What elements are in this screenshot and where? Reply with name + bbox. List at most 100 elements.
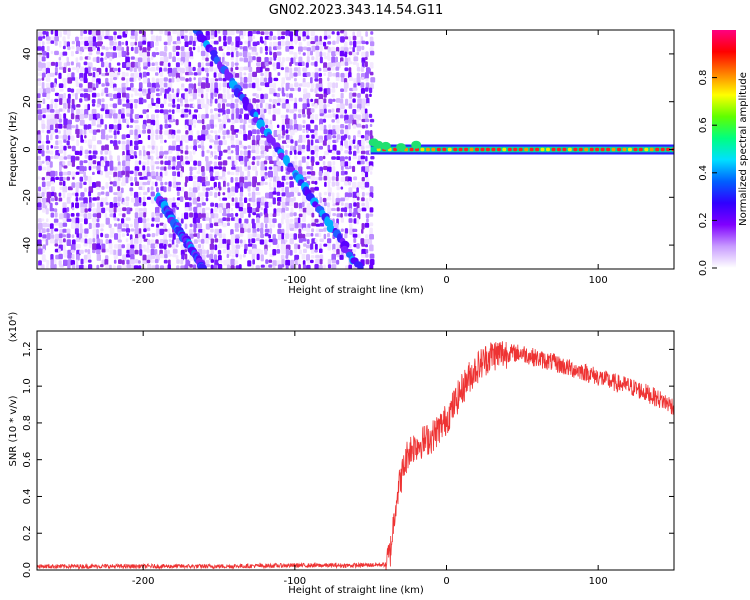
noise-cell [280, 161, 284, 166]
noise-cell [113, 254, 118, 259]
noise-cell [230, 41, 234, 46]
noise-cell [172, 30, 177, 35]
noise-cell [125, 72, 129, 77]
noise-cell [205, 223, 211, 230]
noise-cell [96, 50, 100, 55]
noise-cell [306, 82, 310, 88]
noise-cell [197, 217, 201, 223]
noise-cell [184, 30, 188, 34]
noise-cell [37, 202, 42, 208]
noise-cell [121, 259, 125, 265]
noise-cell [361, 253, 366, 258]
noise-cell [305, 124, 311, 131]
noise-cell [302, 119, 306, 124]
noise-cell [168, 109, 172, 113]
noise-cell [126, 249, 130, 254]
noise-cell [171, 239, 175, 245]
noise-cell [58, 72, 62, 79]
noise-cell [223, 123, 226, 129]
noise-cell [306, 41, 311, 47]
noise-cell [315, 258, 320, 264]
noise-cell [96, 186, 100, 190]
noise-cell [310, 243, 314, 250]
noise-cell [214, 134, 219, 140]
carrier-peak-cell [393, 147, 398, 152]
noise-cell [293, 102, 298, 110]
noise-cell [369, 192, 374, 198]
noise-cell [256, 160, 260, 166]
noise-cell [134, 61, 139, 69]
noise-cell [310, 145, 314, 150]
noise-cell [284, 239, 288, 243]
noise-cell [84, 149, 89, 155]
noise-cell [265, 124, 269, 129]
noise-cell [332, 82, 336, 89]
noise-cell [164, 155, 168, 160]
noise-cell [138, 82, 143, 89]
noise-cell [172, 233, 176, 240]
noise-cell [200, 82, 206, 89]
noise-cell [46, 228, 50, 233]
noise-cell [252, 228, 257, 234]
noise-cell [79, 223, 83, 230]
noise-cell [113, 31, 117, 36]
noise-cell [155, 212, 160, 217]
noise-cell [105, 82, 110, 87]
noise-cell [142, 92, 146, 96]
noise-cell [83, 93, 89, 99]
noise-cell [42, 98, 46, 104]
noise-cell [42, 92, 47, 97]
noise-cell [184, 156, 189, 160]
noise-cell [289, 212, 294, 217]
noise-cell [281, 232, 285, 240]
noise-cell [281, 40, 285, 47]
noise-cell [277, 87, 281, 92]
noise-cell [201, 134, 206, 141]
noise-cell [210, 238, 215, 244]
noise-cell [108, 135, 113, 139]
noise-cell [104, 213, 108, 218]
noise-cell [344, 114, 349, 122]
noise-cell [100, 191, 105, 195]
noise-cell [242, 124, 246, 132]
noise-cell [265, 264, 268, 269]
noise-cell [353, 150, 357, 157]
noise-cell [79, 66, 85, 72]
noise-cell [138, 186, 143, 190]
noise-cell [92, 249, 96, 254]
noise-cell [281, 264, 285, 268]
noise-cell [66, 140, 70, 146]
noise-cell [88, 166, 92, 171]
noise-cell [222, 130, 227, 135]
noise-cell [184, 223, 188, 230]
noise-cell [134, 228, 140, 235]
noise-cell [357, 155, 362, 163]
noise-cell [135, 207, 140, 213]
noise-cell [223, 35, 227, 41]
noise-cell [340, 186, 344, 190]
noise-cell [256, 182, 262, 186]
noise-cell [322, 197, 327, 203]
noise-cell [332, 203, 336, 207]
noise-cell [298, 97, 303, 102]
noise-cell [62, 186, 68, 193]
noise-cell [59, 40, 62, 48]
noise-cell [135, 234, 139, 239]
noise-cell [75, 202, 80, 209]
noise-cell [181, 35, 185, 39]
noise-cell [147, 88, 152, 95]
noise-cell [294, 155, 298, 160]
noise-cell [336, 186, 340, 191]
noise-cell [188, 77, 192, 82]
noise-cell [83, 77, 88, 83]
noise-cell [142, 186, 145, 191]
noise-cell [46, 31, 49, 38]
noise-cell [289, 97, 294, 102]
noise-cell [142, 260, 148, 265]
noise-cell [222, 192, 226, 196]
noise-cell [289, 227, 295, 231]
noise-cell [247, 36, 253, 42]
noise-cell [79, 36, 84, 40]
noise-cell [155, 129, 159, 134]
noise-cell [189, 155, 193, 162]
